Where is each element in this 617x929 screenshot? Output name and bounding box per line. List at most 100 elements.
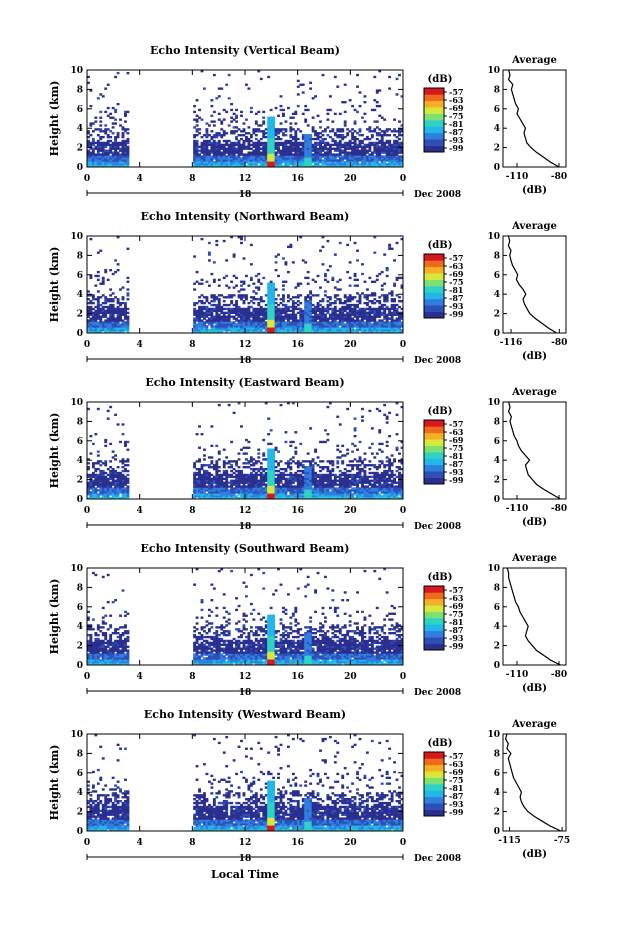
heatmap-cell — [277, 331, 280, 334]
heatmap-cell — [321, 487, 325, 490]
heatmap-cell — [289, 485, 293, 488]
heatmap-cell — [207, 475, 211, 479]
heatmap-cell — [200, 165, 204, 168]
profile-y-tick-label: 0 — [494, 329, 500, 339]
heatmap-cell — [306, 481, 310, 484]
heatmap-cell — [373, 307, 377, 311]
heatmap-cell — [126, 247, 130, 250]
heatmap-cell — [230, 165, 234, 168]
heatmap-cell — [269, 487, 273, 490]
heatmap-cell — [282, 161, 285, 164]
heatmap-cell — [274, 128, 278, 131]
heatmap-cell — [104, 124, 108, 127]
heatmap-cell — [254, 122, 258, 125]
heatmap-cell — [324, 313, 327, 316]
heatmap-cell — [225, 462, 229, 465]
heatmap-cell — [385, 141, 389, 145]
heatmap-cell — [215, 323, 219, 326]
heatmap-cell — [121, 487, 125, 490]
heatmap-cell — [210, 99, 214, 102]
heatmap-cell — [269, 155, 273, 158]
heatmap-cell — [378, 153, 382, 156]
heatmap-cell — [370, 329, 374, 332]
heatmap-cell — [309, 321, 313, 324]
heatmap-cell — [217, 145, 221, 148]
heatmap-cell — [215, 493, 219, 496]
heatmap-cell — [269, 149, 273, 152]
heatmap-cell — [326, 296, 330, 299]
heatmap-cell — [284, 477, 288, 480]
heatmap-cell — [346, 317, 350, 320]
heatmap-cell — [249, 159, 253, 162]
heatmap-cell — [343, 157, 347, 160]
heatmap-cell — [373, 329, 377, 332]
heatmap-cell — [193, 466, 197, 469]
heatmap-cell — [311, 483, 315, 486]
colorbar-swatch — [424, 145, 444, 153]
heatmap-cell — [269, 128, 273, 131]
heatmap-cell — [309, 483, 313, 486]
heatmap-cell — [282, 165, 285, 168]
heatmap-cell — [245, 165, 248, 168]
heatmap-cell — [353, 272, 357, 276]
heatmap-cell — [331, 165, 335, 168]
heatmap-cell — [104, 130, 108, 133]
heatmap-cell — [205, 147, 209, 150]
day-label: 18 — [239, 356, 252, 366]
heatmap-cell — [195, 473, 199, 477]
heatmap-cell — [215, 243, 219, 247]
heatmap-cell — [286, 481, 290, 484]
heatmap-cell — [356, 305, 359, 309]
heatmap-cell — [378, 163, 382, 166]
heatmap-cell — [341, 157, 345, 160]
heatmap-cell — [217, 149, 221, 152]
heatmap-cell — [240, 323, 243, 326]
heatmap-cell — [254, 165, 258, 168]
heatmap-cell — [333, 163, 337, 166]
heatmap-cell — [114, 163, 118, 166]
heatmap-cell — [111, 116, 115, 119]
heatmap-cell — [296, 104, 300, 108]
heatmap-cell — [331, 311, 335, 314]
heatmap-cell — [284, 163, 288, 166]
heatmap-cell — [240, 327, 243, 330]
heatmap-cell — [311, 495, 315, 498]
heatmap-cell — [252, 298, 256, 301]
heatmap-cell — [370, 157, 374, 160]
heatmap-cell — [116, 497, 120, 500]
heatmap-cell — [235, 284, 238, 287]
heatmap-cell — [225, 110, 229, 114]
heatmap-cell — [338, 311, 342, 314]
heatmap-cell — [254, 317, 258, 320]
colorbar-frame — [423, 253, 445, 319]
heatmap-cell — [203, 305, 206, 309]
heatmap-cell — [373, 327, 377, 330]
heatmap-cell — [225, 141, 229, 145]
heatmap-cell — [116, 489, 120, 492]
heatmap-cell — [119, 161, 122, 164]
heatmap-cell — [309, 139, 313, 143]
heatmap-cell — [121, 460, 125, 463]
heatmap-cell — [215, 462, 219, 465]
heatmap-cell — [242, 446, 246, 449]
heatmap-cell — [264, 317, 268, 320]
heatmap-cell — [395, 163, 399, 166]
heatmap-cell — [279, 307, 283, 311]
heatmap-cell — [99, 163, 103, 166]
heatmap-cell — [235, 301, 238, 305]
heatmap-cell — [203, 454, 206, 457]
heatmap-cell — [106, 143, 110, 147]
heatmap-cell — [301, 155, 305, 158]
heatmap-cell — [106, 321, 110, 324]
heatmap-cell — [121, 147, 125, 150]
heatmap-cell — [203, 469, 206, 473]
heatmap-cell — [245, 331, 248, 334]
heatmap-cell — [104, 151, 108, 154]
heatmap-cell — [114, 479, 118, 482]
heatmap-cell — [301, 471, 305, 475]
heatmap-cell — [314, 481, 317, 484]
heatmap-cell — [341, 149, 345, 152]
heatmap-cell — [286, 497, 290, 500]
heatmap-cell — [400, 317, 404, 320]
heatmap-cell — [284, 139, 288, 143]
